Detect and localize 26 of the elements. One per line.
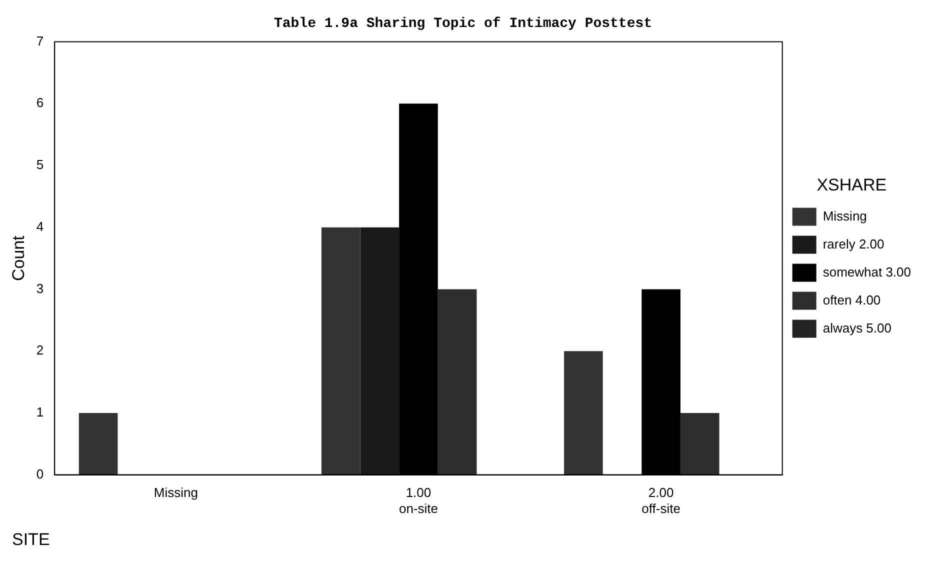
y-tick-label: 1 <box>36 404 44 420</box>
x-axis-title: SITE <box>12 530 50 550</box>
legend-label: Missing <box>822 208 867 224</box>
chart-title: Table 1.9a Sharing Topic of Intimacy Posttest <box>274 16 652 32</box>
legend-label: rarely 2.00 <box>822 236 884 252</box>
y-tick-label: 3 <box>36 280 44 296</box>
x-tick-label: 2.00 off-site <box>642 485 680 516</box>
y-tick-label: 7 <box>36 33 44 48</box>
y-axis-title: Count <box>8 235 28 281</box>
y-tick-label: 0 <box>36 466 44 482</box>
legend-label: often 4.00 <box>822 292 881 308</box>
y-tick-label: 4 <box>36 218 44 234</box>
x-tick-label: 1.00 on-site <box>398 485 438 516</box>
bar <box>564 351 603 475</box>
bar <box>78 412 118 475</box>
bar <box>680 412 720 475</box>
x-tick-label: Missing <box>154 485 198 500</box>
legend-label: always 5.00 <box>822 320 892 336</box>
y-tick-label: 5 <box>36 157 44 172</box>
legend-label: somewhat 3.00 <box>822 264 912 280</box>
bar <box>360 227 400 475</box>
bar <box>438 289 477 475</box>
bar <box>321 227 360 475</box>
y-tick-label: 2 <box>36 342 44 358</box>
y-tick-label: 6 <box>36 95 44 110</box>
legend-title: XSHARE <box>816 175 887 194</box>
